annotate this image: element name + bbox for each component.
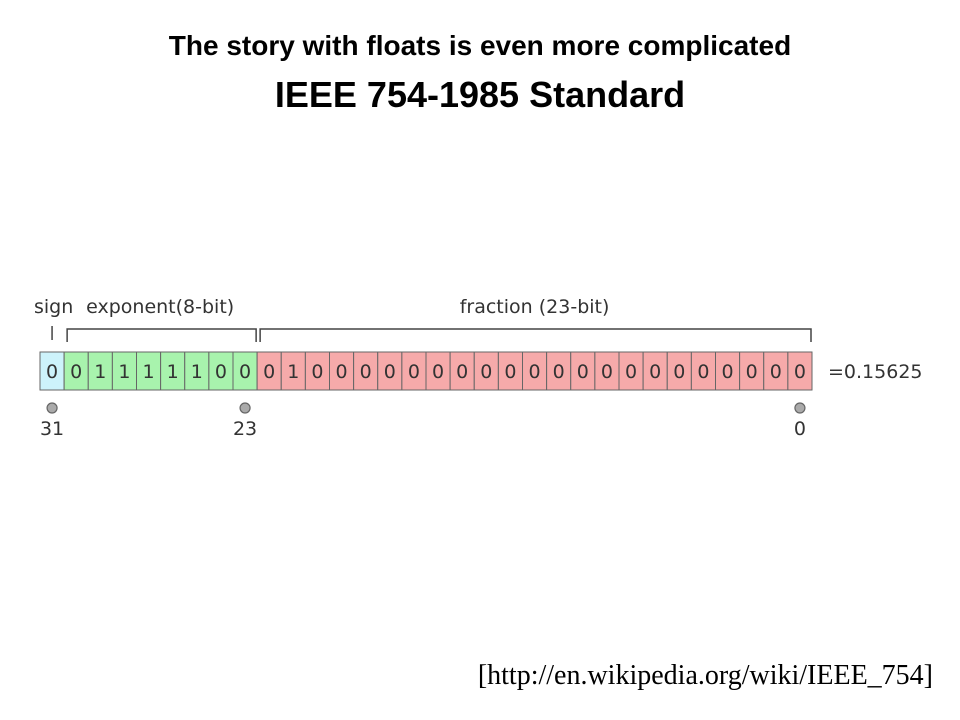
bit-index: 0: [794, 418, 806, 440]
bit-cell: [63, 351, 89, 391]
bit-value: 1: [94, 361, 106, 383]
bit-cell: [87, 351, 113, 391]
bit-value: 0: [384, 361, 396, 383]
bit-cell: [666, 351, 692, 391]
bit-value: 1: [287, 361, 299, 383]
bit-cell: [425, 351, 451, 391]
bit-value: 0: [577, 361, 589, 383]
bit-value: 0: [360, 361, 372, 383]
bit-cell: [497, 351, 523, 391]
bit-value: 0: [529, 361, 541, 383]
bit-cell: [401, 351, 427, 391]
bit-value: 0: [70, 361, 82, 383]
bit-index: 23: [233, 418, 257, 440]
bit-value: 0: [432, 361, 444, 383]
bit-value: 0: [336, 361, 348, 383]
bit-value: 0: [649, 361, 661, 383]
result: =0.15625: [828, 361, 923, 383]
bit-cell: [522, 351, 548, 391]
bit-cell: [377, 351, 403, 391]
bit-cell: [449, 351, 475, 391]
bit-value: 0: [794, 361, 806, 383]
bit-cell: [570, 351, 596, 391]
bit-value: 0: [215, 361, 227, 383]
bit-cell: [353, 351, 379, 391]
group-bracket: [259, 328, 812, 342]
bit-value: 1: [167, 361, 179, 383]
bit-value: 0: [480, 361, 492, 383]
citation: [http://en.wikipedia.org/wiki/IEEE_754]: [478, 660, 933, 691]
bit-value: 0: [553, 361, 565, 383]
bit-value: 0: [263, 361, 275, 383]
bit-value: 0: [46, 361, 58, 383]
bit-marker: [239, 402, 251, 414]
group-label: exponent(8-bit): [86, 296, 234, 318]
title: The story with floats is even more compl…: [169, 30, 791, 61]
bit-cell: [256, 351, 282, 391]
bit-cell: [594, 351, 620, 391]
bit-value: 0: [746, 361, 758, 383]
bit-value: 0: [311, 361, 323, 383]
bit-value: 0: [673, 361, 685, 383]
group-bracket: [66, 328, 257, 342]
bit-value: 0: [408, 361, 420, 383]
bit-value: 1: [143, 361, 155, 383]
bit-marker: [46, 402, 58, 414]
bit-value: 0: [722, 361, 734, 383]
bit-cell: [473, 351, 499, 391]
bit-value: 1: [191, 361, 203, 383]
bit-marker: [794, 402, 806, 414]
bit-value: 0: [697, 361, 709, 383]
bit-cell: [715, 351, 741, 391]
bit-value: 0: [456, 361, 468, 383]
bit-value: 0: [625, 361, 637, 383]
bit-cell: [232, 351, 258, 391]
bit-cell: [690, 351, 716, 391]
bit-cell: [642, 351, 668, 391]
bit-value: 0: [239, 361, 251, 383]
bit-value: 1: [118, 361, 130, 383]
bit-cell: [280, 351, 306, 391]
bit-value: 0: [601, 361, 613, 383]
bit-cell: [329, 351, 355, 391]
bit-cell: [39, 351, 65, 391]
bit-value: 0: [770, 361, 782, 383]
bit-cell: [787, 351, 813, 391]
group-label: sign: [34, 296, 73, 318]
bit-value: 0: [504, 361, 516, 383]
bit-cell: [739, 351, 765, 391]
bit-index: 31: [40, 418, 64, 440]
subtitle: IEEE 754-1985 Standard: [275, 74, 685, 115]
group-label: fraction (23-bit): [460, 296, 610, 318]
